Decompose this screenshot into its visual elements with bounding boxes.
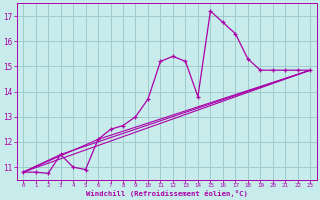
X-axis label: Windchill (Refroidissement éolien,°C): Windchill (Refroidissement éolien,°C): [86, 190, 248, 197]
